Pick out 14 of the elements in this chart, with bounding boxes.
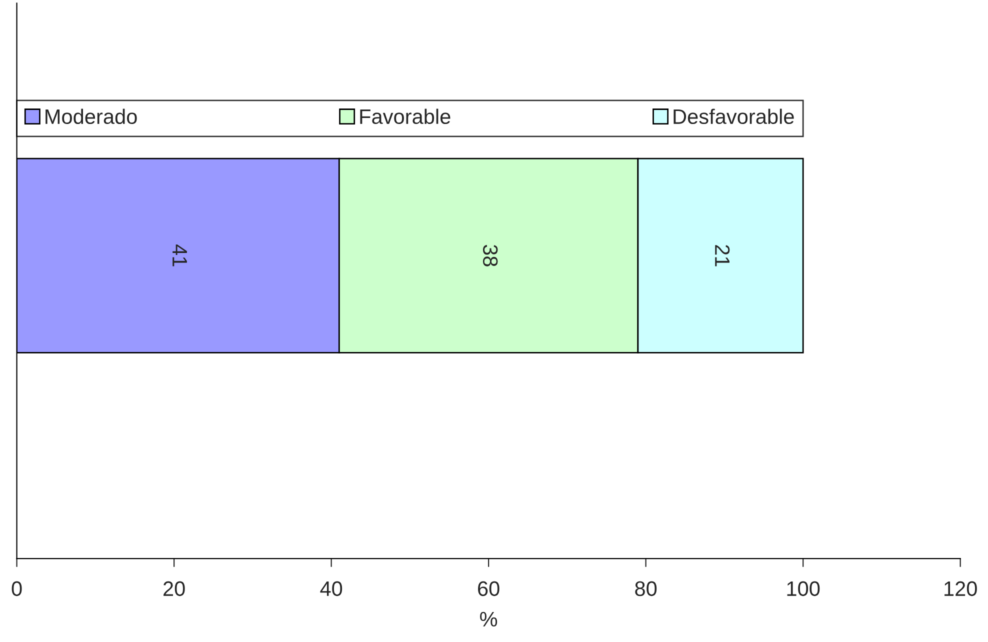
x-tick-label: 120: [944, 581, 977, 596]
x-axis-title: %: [480, 612, 498, 627]
x-tick-label: 60: [478, 581, 500, 596]
x-tick-label: 100: [787, 581, 820, 596]
data-label: 41: [172, 244, 187, 266]
x-tick-label: 0: [12, 581, 22, 596]
legend-label: Desfavorable: [674, 108, 794, 124]
x-tick-label: 20: [164, 581, 185, 596]
x-tick-label: 80: [635, 581, 657, 596]
data-label: 38: [482, 244, 498, 266]
legend-label: Moderado: [46, 108, 137, 124]
legend-label: Favorable: [360, 108, 450, 124]
data-label: 21: [715, 245, 730, 266]
x-tick-label: 40: [320, 581, 342, 596]
